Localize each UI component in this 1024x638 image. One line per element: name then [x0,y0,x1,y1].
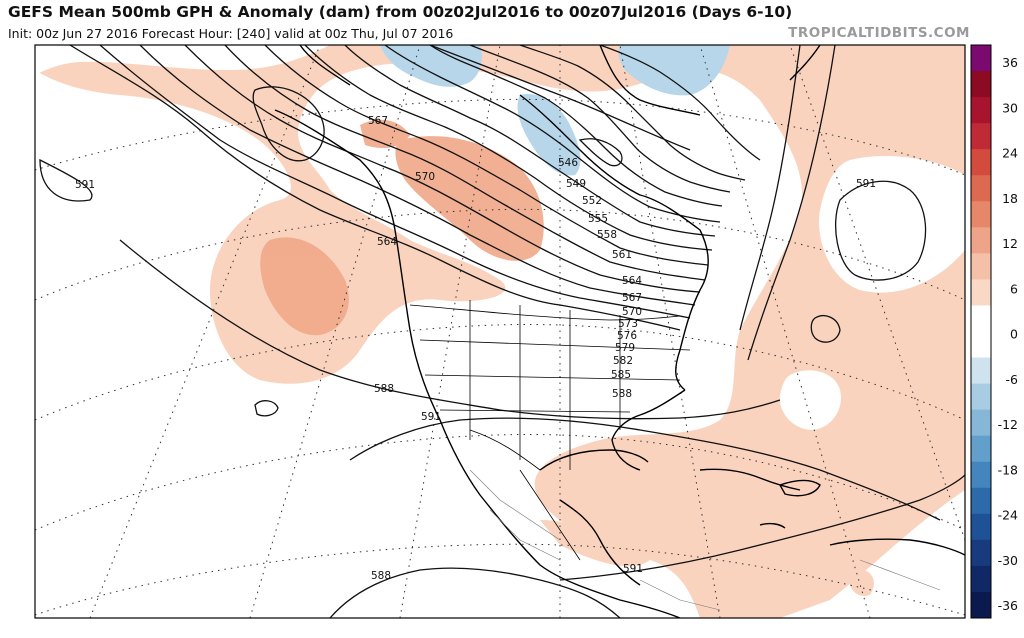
colorbar-tick-label: -36 [998,598,1018,613]
contour-labels: 591 567 570 564 546 549 552 555 558 561 … [75,115,876,582]
height-contours [39,45,965,618]
colorbar-tick-label: 12 [1002,236,1018,251]
svg-text:591: 591 [856,178,876,190]
svg-text:552: 552 [582,195,602,207]
colorbar-swatch [971,435,991,463]
svg-text:588: 588 [612,388,632,400]
coastlines [274,45,965,618]
colorbar-tick-label: 24 [1002,146,1018,161]
colorbar-tick-label: 18 [1002,191,1018,206]
colorbar-swatch [971,123,991,150]
colorbar-swatch [971,591,991,619]
colorbar-swatch [971,409,991,437]
svg-text:585: 585 [611,369,631,381]
svg-text:549: 549 [566,178,586,190]
svg-text:555: 555 [588,213,608,225]
graticule [35,45,965,618]
borders [409,300,691,561]
svg-text:561: 561 [612,249,632,261]
svg-text:546: 546 [558,157,578,169]
colorbar-tick-label: -6 [1006,372,1019,387]
colorbar-swatch [971,487,991,515]
svg-text:588: 588 [374,383,394,395]
colorbar-swatch [971,279,991,306]
colorbar-swatch [971,513,991,541]
svg-text:591: 591 [623,563,643,575]
svg-text:582: 582 [613,355,633,367]
colorbar-tick-label: -24 [998,508,1018,523]
colorbar-swatch [971,97,991,124]
colorbar-swatch [971,357,991,385]
colorbar-tick-label: 30 [1002,100,1018,115]
svg-text:567: 567 [368,115,388,127]
colorbar-swatch [971,253,991,280]
positive-anomaly-shading [35,45,965,618]
colorbar-tick-label: 6 [1010,281,1018,296]
map-frame [34,44,966,619]
colorbar-swatch [971,45,991,72]
svg-text:564: 564 [377,236,397,248]
map-title: GEFS Mean 500mb GPH & Anomaly (dam) from… [8,3,793,21]
svg-text:591: 591 [75,179,95,191]
map-panel: 591 567 570 564 546 549 552 555 558 561 … [35,45,965,618]
colorbar-swatch [971,539,991,567]
colorbar-swatch [971,149,991,176]
svg-text:579: 579 [615,342,635,354]
site-brand[interactable]: TROPICALTIDBITS.COM [788,25,970,41]
mexico-borders [469,469,941,611]
colorbar-tick-label: -12 [998,417,1018,432]
colorbar-swatch [971,201,991,228]
colorbar-tick-label: 36 [1002,55,1018,70]
svg-text:591: 591 [421,411,441,423]
colorbar-swatch [971,227,991,254]
anomaly-colorbar: 36 30 24 18 12 6 0 -6 -12 -18 -24 -30 -36 [970,44,1019,619]
svg-text:570: 570 [415,171,435,183]
svg-text:570: 570 [622,306,642,318]
svg-text:567: 567 [622,292,642,304]
svg-text:576: 576 [617,330,637,342]
colorbar-frame [970,44,992,619]
colorbar-tick-label: 0 [1010,327,1018,342]
colorbar-swatch [971,175,991,202]
colorbar-swatch [971,565,991,593]
colorbar-swatch [971,331,991,359]
colorbar-tick-label: -30 [998,553,1018,568]
colorbar-swatch [971,461,991,489]
svg-text:573: 573 [618,318,638,330]
colorbar-swatch [971,383,991,411]
svg-text:564: 564 [622,275,642,287]
colorbar-tick-label: -18 [998,462,1018,477]
svg-text:558: 558 [597,229,617,241]
colorbar-swatch [971,305,991,332]
colorbar-swatch [971,71,991,98]
map-subtitle: Init: 00z Jun 27 2016 Forecast Hour: [24… [8,26,454,41]
svg-text:588: 588 [371,570,391,582]
